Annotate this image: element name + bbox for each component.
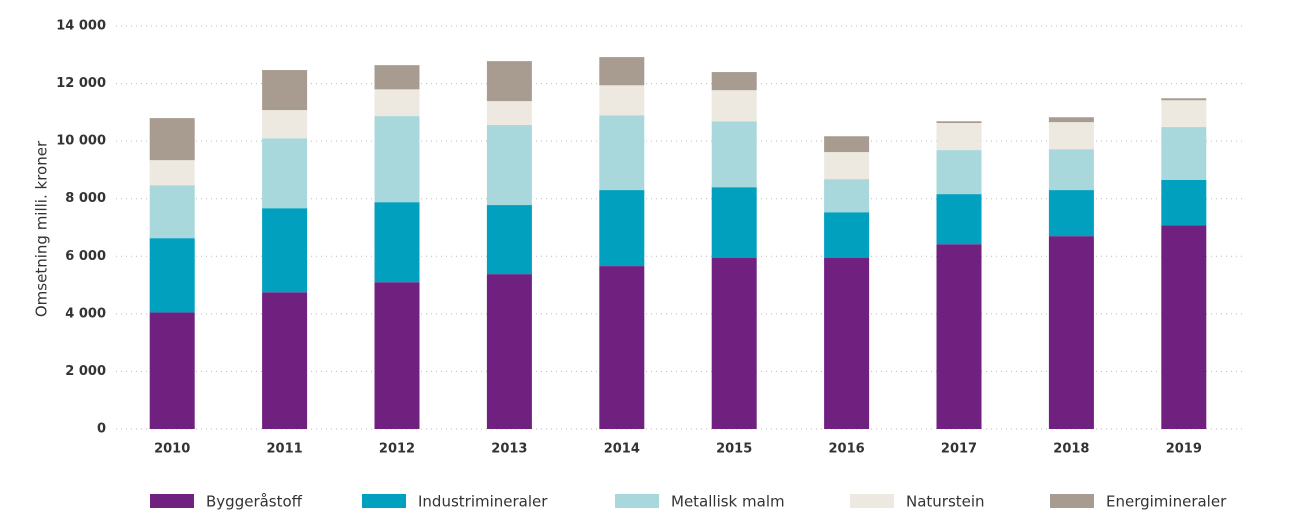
y-tick-label: 4 000 xyxy=(65,306,106,321)
y-axis-label: Omsetning milli. kroner xyxy=(33,140,51,317)
legend-label: Metallisk malm xyxy=(671,493,785,511)
bar-segment xyxy=(1161,100,1207,128)
bar-segment xyxy=(374,202,420,283)
bar-segment xyxy=(149,185,195,239)
legend-label: Energimineraler xyxy=(1106,493,1227,511)
y-tick-label: 2 000 xyxy=(65,364,106,379)
x-tick-label: 2011 xyxy=(267,442,303,457)
y-tick-label: 12 000 xyxy=(56,76,106,91)
y-tick-label: 14 000 xyxy=(56,19,106,34)
bar-segment xyxy=(262,70,308,111)
x-tick-label: 2017 xyxy=(941,442,977,457)
bar-segment xyxy=(1161,225,1207,429)
bar-segment xyxy=(262,292,308,429)
x-tick-label: 2010 xyxy=(154,442,190,457)
bar-segment xyxy=(936,123,982,151)
x-tick-label: 2016 xyxy=(829,442,865,457)
bar-segment xyxy=(711,90,757,122)
bar-segment xyxy=(486,274,532,429)
y-tick-label: 10 000 xyxy=(56,134,106,149)
bar-segment xyxy=(149,118,195,161)
bar-segment xyxy=(711,72,757,91)
bar-segment xyxy=(262,110,308,139)
bar-segment xyxy=(374,282,420,429)
bar-segment xyxy=(262,208,308,293)
legend-swatch xyxy=(150,494,194,508)
bar-segment xyxy=(824,152,870,180)
bar-segment xyxy=(149,160,195,186)
legend-label: Industrimineraler xyxy=(418,493,548,511)
bar-segment xyxy=(486,125,532,206)
bar-segment xyxy=(1048,122,1094,150)
bar-segment xyxy=(1161,127,1207,181)
bar-segment xyxy=(374,116,420,203)
bar-segment xyxy=(1048,149,1094,191)
bar-segment xyxy=(599,190,645,267)
bar-segment xyxy=(486,101,532,126)
y-tick-label: 6 000 xyxy=(65,249,106,264)
bar-segment xyxy=(374,65,420,90)
bar-segment xyxy=(486,205,532,275)
bar-segment xyxy=(936,194,982,245)
bar-segment xyxy=(824,258,870,429)
legend-swatch xyxy=(1050,494,1094,508)
x-tick-label: 2019 xyxy=(1166,442,1202,457)
bar-segment xyxy=(824,136,870,153)
legend-label: Byggeråstoff xyxy=(206,493,303,511)
y-tick-label: 0 xyxy=(97,422,106,437)
x-tick-label: 2018 xyxy=(1053,442,1089,457)
bar-segment xyxy=(1048,236,1094,429)
bar-segment xyxy=(262,138,308,209)
legend-label: Naturstein xyxy=(906,493,985,511)
legend-swatch xyxy=(362,494,406,508)
bar-segment xyxy=(1048,190,1094,237)
legend-swatch xyxy=(615,494,659,508)
bar-segment xyxy=(936,150,982,195)
bar-segment xyxy=(824,179,870,213)
bar-segment xyxy=(599,115,645,191)
bar-segment xyxy=(1048,117,1094,123)
bar-segment xyxy=(711,258,757,429)
bar-segment xyxy=(711,121,757,188)
bar-segment xyxy=(1161,180,1207,226)
bar-segment xyxy=(149,312,195,429)
bar-segment xyxy=(599,85,645,116)
bar-segment xyxy=(936,244,982,429)
bar-segment xyxy=(936,121,982,124)
bar-segment xyxy=(711,187,757,259)
y-tick-label: 8 000 xyxy=(65,191,106,206)
legend-swatch xyxy=(850,494,894,508)
x-tick-label: 2012 xyxy=(379,442,415,457)
bar-segment xyxy=(599,57,645,86)
bar-segment xyxy=(824,212,870,259)
bar-segment xyxy=(599,266,645,429)
bar-segment xyxy=(149,238,195,313)
bar-segment xyxy=(374,89,420,117)
x-tick-label: 2013 xyxy=(491,442,527,457)
x-tick-label: 2014 xyxy=(604,442,640,457)
x-tick-label: 2015 xyxy=(716,442,752,457)
bar-segment xyxy=(486,61,532,102)
bar-segment xyxy=(1161,98,1207,101)
